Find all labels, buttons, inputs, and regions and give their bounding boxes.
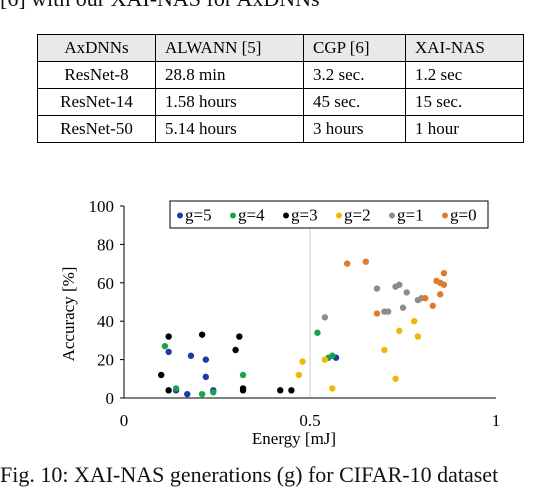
legend-label: g=3	[291, 206, 318, 225]
data-point-g-2	[381, 346, 388, 354]
chart-points	[158, 258, 448, 398]
legend-marker	[230, 212, 236, 219]
data-point-g-2	[329, 385, 336, 392]
y-tick-label: 80	[97, 235, 114, 254]
table-header-cell: XAI-NAS	[405, 34, 524, 62]
data-point-g-2	[295, 371, 303, 379]
data-point-g-0	[373, 310, 381, 317]
data-point-g-3	[232, 346, 239, 354]
scatter-chart: 0 20 40 60 80 100 0 0.5 1 g=5 g=4 g=3 g=2 g=1 g=0 Ene…	[59, 197, 501, 448]
table-cell: 28.8 min	[155, 61, 304, 89]
chart-legend: g=5 g=4 g=3 g=2 g=1 g=0	[169, 200, 489, 229]
data-point-g-0	[362, 258, 369, 265]
data-point-g-0	[440, 281, 448, 288]
table-row: ResNet-8 28.8 min 3.2 sec. 1.2 sec	[37, 61, 524, 89]
data-point-g-3	[236, 333, 243, 340]
data-point-g-2	[414, 333, 422, 340]
data-point-g-3	[158, 371, 165, 379]
table-cell: ResNet-8	[37, 61, 156, 89]
legend-label: g=0	[450, 206, 477, 225]
data-point-g-2	[396, 327, 403, 334]
data-point-g-3	[165, 387, 172, 394]
data-point-g-5	[202, 373, 210, 381]
table-cell: 3.2 sec.	[303, 61, 406, 89]
data-point-g-1	[403, 289, 410, 296]
legend-label: g=2	[344, 206, 371, 225]
legend-label: g=5	[185, 206, 212, 225]
figure-caption: Fig. 10: XAI-NAS generations (g) for CIF…	[0, 462, 499, 487]
table-cell: 45 sec.	[303, 88, 406, 116]
table-cell: ResNet-50	[37, 115, 156, 143]
data-point-g-3	[165, 333, 172, 340]
legend-marker	[283, 212, 289, 219]
table-cell: ResNet-14	[37, 88, 156, 116]
data-point-g-0	[440, 270, 448, 277]
y-tick-label: 60	[97, 274, 114, 293]
data-point-g-4	[239, 371, 247, 379]
data-point-g-2	[299, 358, 306, 365]
table-header-cell: ALWANN [5]	[155, 34, 304, 62]
data-point-g-1	[399, 304, 407, 311]
legend-label: g=4	[238, 206, 265, 225]
data-point-g-4	[161, 342, 169, 350]
table-cell: 1.2 sec	[405, 61, 524, 89]
table-cell: 3 hours	[303, 115, 406, 143]
data-point-g-0	[422, 294, 429, 302]
table-row: ResNet-50 5.14 hours 3 hours 1 hour	[37, 115, 524, 143]
table-header-cell: AxDNNs	[37, 34, 156, 62]
legend-label: g=1	[397, 206, 424, 225]
y-tick-label: 100	[89, 197, 115, 216]
data-point-g-3	[239, 387, 247, 394]
table-row: ResNet-14 1.58 hours 45 sec. 15 sec.	[37, 88, 524, 116]
data-point-g-4	[210, 389, 217, 396]
legend-marker	[177, 212, 183, 219]
x-tick-label: 0.5	[299, 411, 320, 430]
data-point-g-0	[344, 260, 351, 267]
x-tick-label: 0	[120, 411, 129, 430]
data-point-g-5	[165, 348, 172, 356]
data-point-g-1	[384, 308, 392, 315]
comparison-table: AxDNNs ALWANN [5] CGP [6] XAI-NAS ResNet…	[37, 34, 524, 143]
data-point-g-2	[321, 356, 329, 363]
table-header-cell: CGP [6]	[303, 34, 406, 62]
data-point-g-4	[172, 385, 180, 392]
y-tick-label: 20	[97, 351, 114, 370]
chart-axes	[123, 206, 496, 399]
data-point-g-5	[187, 352, 195, 359]
legend-marker	[389, 212, 395, 219]
data-point-g-1	[373, 285, 381, 292]
data-point-g-3	[277, 387, 284, 394]
data-point-g-5	[202, 356, 210, 363]
table-cell: 15 sec.	[405, 88, 524, 116]
legend-box	[169, 200, 489, 229]
data-point-g-3	[288, 387, 295, 394]
data-point-g-4	[198, 390, 206, 398]
data-point-g-4	[314, 329, 321, 336]
preceding-caption-text: [6] with our XAI-NAS for AxDNNs	[0, 0, 546, 12]
chart-tick-labels: 0 20 40 60 80 100 0 0.5 1	[89, 197, 501, 430]
data-point-g-1	[396, 281, 403, 288]
y-axis-label: Accuracy [%]	[59, 267, 78, 362]
data-point-g-2	[410, 318, 418, 325]
data-point-g-2	[392, 375, 399, 382]
y-tick-label: 0	[106, 389, 115, 408]
table-cell: 5.14 hours	[155, 115, 304, 143]
y-tick-label: 40	[97, 312, 114, 331]
data-point-g-3	[198, 331, 206, 338]
data-point-g-1	[321, 314, 329, 321]
data-point-g-0	[429, 302, 436, 310]
x-axis-label: Energy [mJ]	[252, 429, 336, 448]
legend-marker	[336, 212, 342, 219]
table-cell: 1 hour	[405, 115, 524, 143]
table-cell: 1.58 hours	[155, 88, 304, 116]
x-tick-label: 1	[492, 411, 501, 430]
data-point-g-0	[437, 291, 444, 298]
data-point-g-5	[184, 390, 191, 398]
legend-marker	[442, 212, 448, 219]
table-header-row: AxDNNs ALWANN [5] CGP [6] XAI-NAS	[37, 34, 524, 62]
